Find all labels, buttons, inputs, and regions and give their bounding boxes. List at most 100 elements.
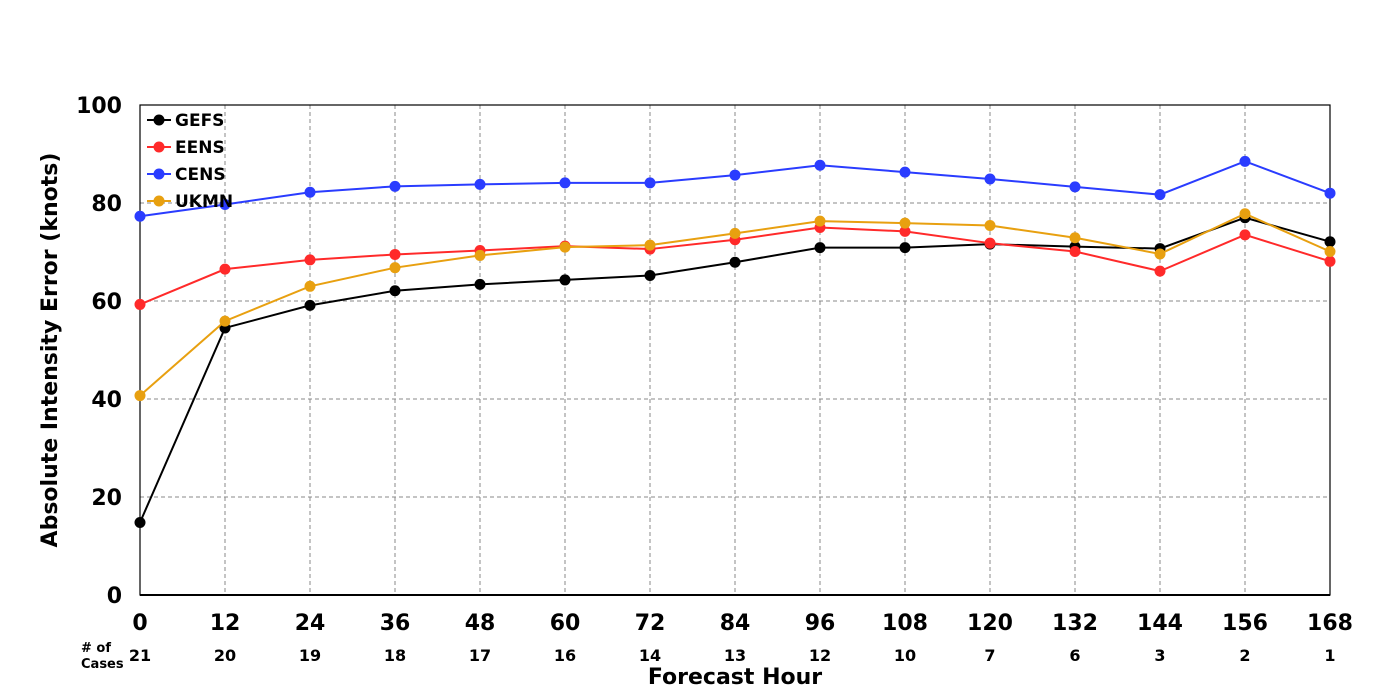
case-count-label: 1: [1324, 646, 1335, 665]
data-point-ukmn: [219, 315, 231, 327]
x-tick-label: 60: [550, 611, 581, 636]
case-count-label: 10: [894, 646, 916, 665]
x-tick-label: 36: [380, 611, 411, 636]
case-count-labels: 21 20 19 18 17 16 14 13 12 10 7 6 3 2 1: [129, 646, 1336, 665]
y-tick-label: 40: [91, 388, 122, 413]
data-point-ukmn: [644, 239, 656, 251]
case-count-label: 21: [129, 646, 151, 665]
x-tick-label: 168: [1307, 611, 1353, 636]
x-tick-label: 72: [635, 611, 666, 636]
data-point-ukmn: [1239, 208, 1251, 220]
data-point-ukmn: [984, 220, 996, 232]
data-point-cens: [474, 178, 486, 190]
y-tick-label: 0: [107, 584, 122, 609]
x-tick-label: 0: [132, 611, 147, 636]
data-point-gefs: [644, 270, 656, 282]
legend-marker: [153, 168, 165, 180]
series-cens: [134, 155, 1336, 222]
data-point-cens: [1324, 187, 1336, 199]
x-tick-label: 84: [720, 611, 751, 636]
x-tick-label: 12: [210, 611, 241, 636]
data-point-ukmn: [729, 227, 741, 239]
grid-lines: [140, 105, 1330, 595]
x-tick-label: 96: [805, 611, 836, 636]
data-point-ukmn: [474, 249, 486, 261]
data-point-ukmn: [814, 215, 826, 227]
y-tick-label: 80: [91, 192, 122, 217]
case-count-label: 3: [1154, 646, 1165, 665]
x-tick-label: 48: [465, 611, 496, 636]
legend-item-gefs: GEFS: [147, 111, 224, 131]
legend-label: UKMN: [175, 192, 233, 212]
x-tick-label: 24: [295, 611, 326, 636]
legend-marker: [153, 195, 165, 207]
series-ukmn: [134, 208, 1336, 402]
data-point-eens: [219, 263, 231, 275]
data-point-eens: [1324, 255, 1336, 267]
data-point-gefs: [1324, 236, 1336, 248]
y-tick-label: 100: [76, 94, 122, 119]
x-tick-label: 144: [1137, 611, 1183, 636]
x-axis-title: Forecast Hour: [648, 665, 822, 690]
legend-item-ukmn: UKMN: [147, 192, 233, 212]
legend: GEFS EENS CENS UKMN: [147, 111, 233, 212]
case-count-label: 6: [1069, 646, 1080, 665]
legend-label: GEFS: [175, 111, 224, 131]
data-point-eens: [1239, 229, 1251, 241]
axes: [139, 104, 1331, 596]
legend-marker: [153, 114, 165, 126]
data-point-ukmn: [899, 217, 911, 229]
series-lines: [134, 155, 1336, 528]
data-point-gefs: [814, 242, 826, 254]
data-point-gefs: [474, 278, 486, 290]
case-count-label: 13: [724, 646, 746, 665]
data-point-ukmn: [134, 390, 146, 402]
data-point-eens: [899, 225, 911, 237]
data-point-cens: [304, 186, 316, 198]
data-point-eens: [304, 254, 316, 266]
data-point-cens: [1154, 189, 1166, 201]
case-count-label: 16: [554, 646, 576, 665]
data-point-cens: [729, 169, 741, 181]
data-point-cens: [814, 159, 826, 171]
case-count-label: 12: [809, 646, 831, 665]
data-point-ukmn: [1154, 248, 1166, 260]
data-point-eens: [984, 237, 996, 249]
data-point-gefs: [559, 274, 571, 286]
data-point-gefs: [134, 516, 146, 528]
data-point-cens: [219, 198, 231, 210]
data-point-cens: [644, 177, 656, 189]
case-count-label: 17: [469, 646, 491, 665]
data-point-ukmn: [1324, 246, 1336, 258]
y-tick-label: 20: [91, 486, 122, 511]
y-tick-label: 60: [91, 290, 122, 315]
data-point-eens: [389, 248, 401, 260]
data-point-cens: [899, 166, 911, 178]
data-point-gefs: [729, 256, 741, 268]
legend-item-cens: CENS: [147, 165, 226, 185]
legend-label: EENS: [175, 138, 225, 158]
case-count-label: 19: [299, 646, 321, 665]
data-point-cens: [389, 180, 401, 192]
case-count-label: 20: [214, 646, 236, 665]
case-count-label: 2: [1239, 646, 1250, 665]
cases-title-line1: # of: [81, 641, 111, 656]
x-tick-labels: 0 12 24 36 48 60 72 84 96 108 120 132 144 156 168: [132, 611, 1353, 636]
data-point-eens: [1154, 265, 1166, 277]
data-point-gefs: [899, 242, 911, 254]
data-point-ukmn: [559, 241, 571, 253]
y-axis-title: Absolute Intensity Error (knots): [38, 153, 63, 548]
data-point-gefs: [389, 285, 401, 297]
data-point-eens: [1069, 246, 1081, 258]
legend-marker: [153, 141, 165, 153]
data-point-cens: [559, 177, 571, 189]
legend-label: CENS: [175, 165, 226, 185]
y-tick-labels: 0 20 40 60 80 100: [76, 94, 122, 609]
data-point-ukmn: [1069, 232, 1081, 244]
case-count-label: 18: [384, 646, 406, 665]
cases-title-line2: Cases: [81, 657, 124, 672]
data-point-cens: [1239, 155, 1251, 167]
data-point-cens: [1069, 181, 1081, 193]
x-tick-label: 120: [967, 611, 1013, 636]
